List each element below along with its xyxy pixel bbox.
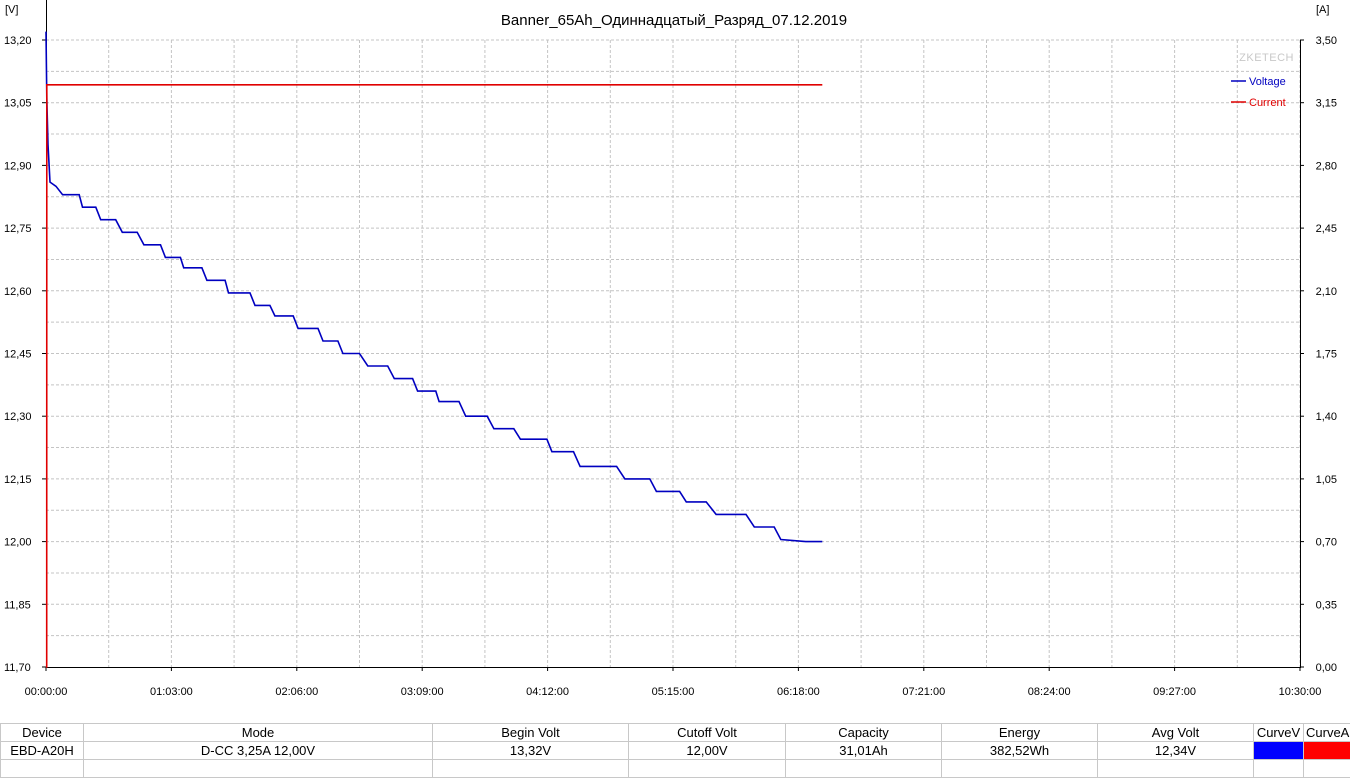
header-curve-v: CurveV xyxy=(1253,723,1304,742)
header-cutoff-volt: Cutoff Volt xyxy=(628,723,786,742)
y-right-tick-label: 0,00 xyxy=(1316,662,1337,674)
left-axis-unit: [V] xyxy=(5,4,18,16)
legend-current-label: Current xyxy=(1249,97,1286,109)
x-tick-label: 10:30:00 xyxy=(1279,686,1322,698)
y-left-tick-label: 12,60 xyxy=(4,286,32,298)
y-left-tick-label: 12,30 xyxy=(4,411,32,423)
y-left-tick-label: 11,70 xyxy=(4,662,31,674)
brand-watermark: ZKETECH xyxy=(1239,52,1294,64)
empty-cell xyxy=(1253,759,1304,778)
empty-cell xyxy=(941,759,1098,778)
cell-avg-volt: 12,34V xyxy=(1097,741,1254,760)
cell-mode: D-CC 3,25A 12,00V xyxy=(83,741,433,760)
curve-a-color-swatch[interactable] xyxy=(1303,741,1350,760)
y-left-tick-label: 12,15 xyxy=(4,474,32,486)
cell-begin-volt: 13,32V xyxy=(432,741,629,760)
y-left-tick-label: 13,05 xyxy=(4,98,32,110)
y-right-tick-label: 3,50 xyxy=(1316,35,1337,47)
y-right-tick-label: 2,80 xyxy=(1316,160,1337,172)
y-right-tick-label: 1,75 xyxy=(1316,349,1337,361)
header-energy: Energy xyxy=(941,723,1098,742)
x-axis: 00:00:00 01:03:00 02:06:00 03:09:00 04:12:00… xyxy=(25,667,1322,698)
grid xyxy=(46,39,1301,667)
y-axis-right: 0,00 0,35 0,70 1,05 1,40 1,75 2,10 2,45 2,80 3,15… xyxy=(1300,35,1337,674)
series-line-voltage xyxy=(45,31,823,543)
cell-energy: 382,52Wh xyxy=(941,741,1098,760)
y-left-tick-label: 13,20 xyxy=(4,35,32,47)
empty-cell xyxy=(1303,759,1350,778)
y-right-tick-label: 0,35 xyxy=(1316,599,1337,611)
empty-cell xyxy=(432,759,629,778)
table-header-row: Device Mode Begin Volt Cutoff Volt Capac… xyxy=(0,723,1350,742)
y-left-tick-label: 12,45 xyxy=(4,349,32,361)
header-capacity: Capacity xyxy=(785,723,942,742)
x-tick-label: 07:21:00 xyxy=(902,686,945,698)
y-left-tick-label: 12,00 xyxy=(4,537,32,549)
results-table: Device Mode Begin Volt Cutoff Volt Capac… xyxy=(0,723,1350,778)
x-tick-label: 08:24:00 xyxy=(1028,686,1071,698)
x-tick-label: 04:12:00 xyxy=(526,686,569,698)
x-tick-label: 09:27:00 xyxy=(1153,686,1196,698)
header-curve-a: CurveA xyxy=(1303,723,1350,742)
y-right-tick-label: 1,40 xyxy=(1316,411,1337,423)
cell-capacity: 31,01Ah xyxy=(785,741,942,760)
x-tick-label: 01:03:00 xyxy=(150,686,193,698)
header-avg-volt: Avg Volt xyxy=(1097,723,1254,742)
empty-cell xyxy=(83,759,433,778)
header-begin-volt: Begin Volt xyxy=(432,723,629,742)
x-tick-label: 06:18:00 xyxy=(777,686,820,698)
empty-cell xyxy=(1097,759,1254,778)
empty-cell xyxy=(785,759,942,778)
empty-cell xyxy=(0,759,84,778)
y-left-tick-label: 12,90 xyxy=(4,160,32,172)
y-left-tick-label: 11,85 xyxy=(4,599,31,611)
header-device: Device xyxy=(0,723,84,742)
curve-v-color-swatch[interactable] xyxy=(1253,741,1304,760)
right-axis-unit: [A] xyxy=(1316,4,1329,16)
y-right-tick-label: 3,15 xyxy=(1316,98,1337,110)
discharge-chart: Banner_65Ah_Одиннадцатый_Разряд_07.12.20… xyxy=(4,0,1337,698)
y-left-tick-label: 12,75 xyxy=(4,223,32,235)
x-tick-label: 02:06:00 xyxy=(275,686,318,698)
y-right-tick-label: 1,05 xyxy=(1316,474,1337,486)
series-group xyxy=(45,31,823,668)
x-tick-label: 03:09:00 xyxy=(401,686,444,698)
legend-voltage-label: Voltage xyxy=(1249,76,1286,88)
legend: Voltage Current xyxy=(1231,76,1286,109)
y-right-tick-label: 2,10 xyxy=(1316,286,1337,298)
chart-title: Banner_65Ah_Одиннадцатый_Разряд_07.12.20… xyxy=(501,12,847,29)
cell-cutoff-volt: 12,00V xyxy=(628,741,786,760)
x-tick-label: 00:00:00 xyxy=(25,686,68,698)
y-right-tick-label: 2,45 xyxy=(1316,223,1337,235)
y-right-tick-label: 0,70 xyxy=(1316,537,1337,549)
y-axis-left: 11,70 11,85 12,00 12,15 12,30 12,45 12,60 12,75… xyxy=(4,35,46,674)
series-line-current xyxy=(45,84,823,668)
header-mode: Mode xyxy=(83,723,433,742)
x-tick-label: 05:15:00 xyxy=(652,686,695,698)
table-empty-row xyxy=(0,759,1350,778)
empty-cell xyxy=(628,759,786,778)
cell-device: EBD-A20H xyxy=(0,741,84,760)
table-row[interactable]: EBD-A20H D-CC 3,25A 12,00V 13,32V 12,00V… xyxy=(0,741,1350,760)
